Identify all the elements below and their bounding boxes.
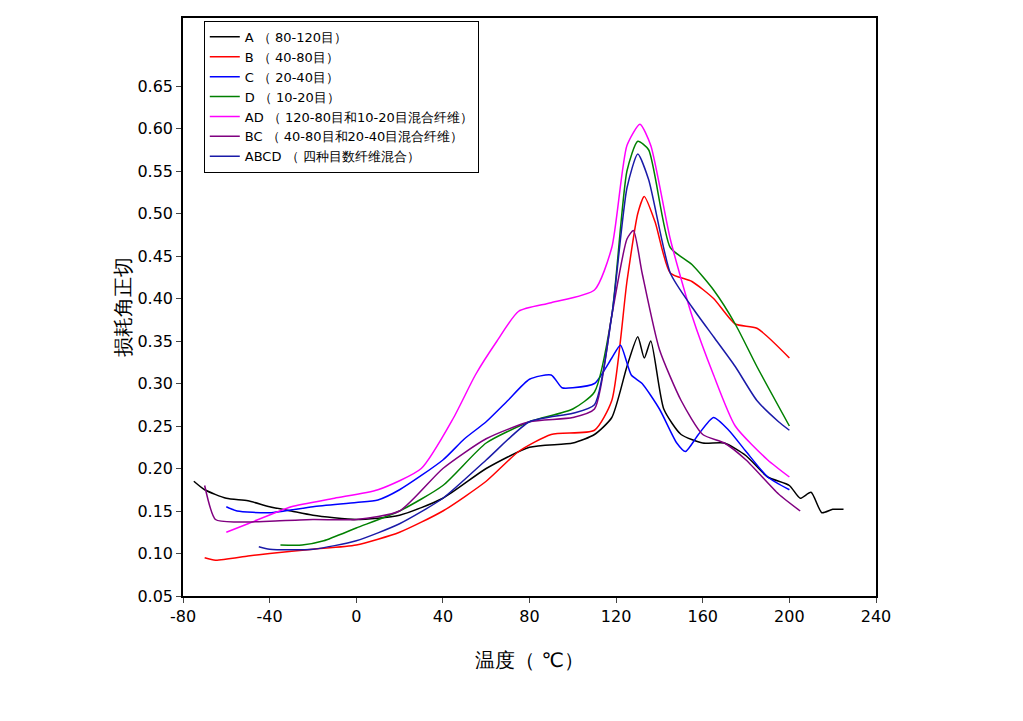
svg-text:0.40: 0.40	[137, 289, 173, 308]
svg-text:0.10: 0.10	[137, 544, 173, 563]
svg-text:AD （ 120-80目和10-20目混合纤维）: AD （ 120-80目和10-20目混合纤维）	[245, 110, 473, 125]
svg-text:ABCD （ 四种目数纤维混合）: ABCD （ 四种目数纤维混合）	[245, 149, 420, 164]
svg-text:120: 120	[601, 607, 632, 626]
svg-text:D （ 10-20目）: D （ 10-20目）	[245, 90, 340, 105]
svg-text:0.20: 0.20	[137, 459, 173, 478]
svg-text:0.60: 0.60	[137, 119, 173, 138]
svg-text:损耗角正切: 损耗角正切	[111, 257, 135, 357]
svg-text:0: 0	[351, 607, 361, 626]
svg-text:0.50: 0.50	[137, 204, 173, 223]
svg-text:40: 40	[433, 607, 453, 626]
svg-text:温度（ ℃）: 温度（ ℃）	[475, 648, 584, 672]
svg-text:200: 200	[774, 607, 805, 626]
svg-text:C （ 20-40目）: C （ 20-40目）	[245, 70, 339, 85]
svg-text:0.45: 0.45	[137, 247, 173, 266]
svg-text:0.35: 0.35	[137, 332, 173, 351]
svg-text:-40: -40	[257, 607, 283, 626]
svg-text:A （ 80-120目）: A （ 80-120目）	[245, 30, 347, 45]
svg-text:80: 80	[519, 607, 539, 626]
svg-text:0.05: 0.05	[137, 587, 173, 606]
svg-text:0.15: 0.15	[137, 502, 173, 521]
svg-text:-80: -80	[170, 607, 196, 626]
svg-text:240: 240	[861, 607, 892, 626]
svg-text:B （ 40-80目）: B （ 40-80目）	[245, 50, 339, 65]
svg-text:0.55: 0.55	[137, 162, 173, 181]
svg-text:BC （ 40-80目和20-40目混合纤维）: BC （ 40-80目和20-40目混合纤维）	[245, 129, 464, 144]
svg-text:0.25: 0.25	[137, 417, 173, 436]
svg-text:0.65: 0.65	[137, 77, 173, 96]
svg-text:0.30: 0.30	[137, 374, 173, 393]
svg-text:160: 160	[687, 607, 718, 626]
